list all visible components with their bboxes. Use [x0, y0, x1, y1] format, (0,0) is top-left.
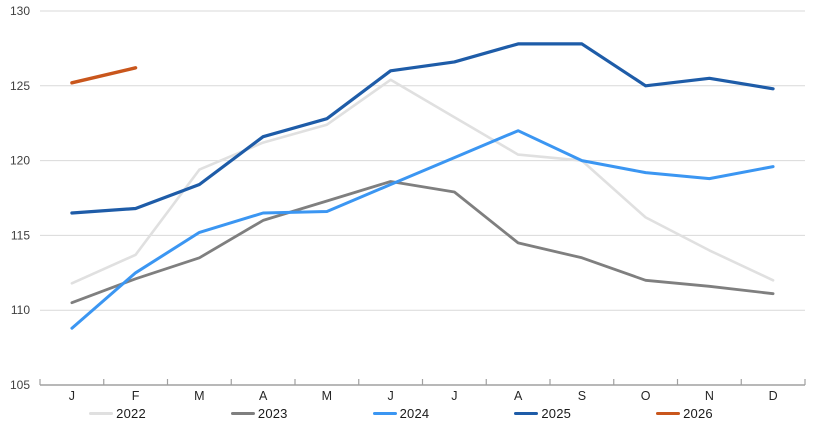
svg-text:N: N	[705, 389, 714, 403]
legend-swatch-2024	[372, 412, 397, 415]
legend-item-2022: 2022	[89, 406, 146, 421]
svg-text:D: D	[769, 389, 778, 403]
svg-text:115: 115	[11, 228, 30, 242]
legend-swatch-2025	[514, 412, 539, 415]
svg-text:J: J	[388, 389, 394, 403]
svg-text:130: 130	[10, 4, 30, 18]
plot-area: 105 110 115 120 125 130 J F M A M J J A S O N D	[10, 4, 806, 403]
chart-legend: 2022 2023 2024 2025 2026	[0, 406, 802, 421]
legend-swatch-2026	[656, 412, 681, 415]
legend-item-2026: 2026	[656, 406, 713, 421]
svg-text:110: 110	[11, 303, 30, 317]
legend-item-2025: 2025	[514, 406, 571, 421]
svg-text:O: O	[641, 389, 651, 403]
legend-swatch-2022	[89, 412, 114, 415]
svg-text:M: M	[322, 389, 332, 403]
svg-text:125: 125	[10, 79, 30, 93]
legend-swatch-2023	[230, 412, 255, 415]
legend-item-2024: 2024	[372, 406, 430, 421]
legend-label-2022: 2022	[116, 406, 146, 421]
svg-text:M: M	[194, 389, 204, 403]
svg-text:J: J	[451, 389, 457, 403]
legend-item-2023: 2023	[230, 406, 288, 421]
svg-text:F: F	[132, 389, 140, 403]
svg-text:120: 120	[10, 154, 30, 168]
legend-label-2024: 2024	[399, 406, 430, 421]
svg-text:J: J	[69, 389, 75, 403]
legend-label-2026: 2026	[683, 406, 713, 421]
legend-label-2025: 2025	[541, 406, 572, 421]
svg-text:105: 105	[10, 378, 30, 392]
legend-label-2023: 2023	[257, 406, 288, 421]
svg-text:A: A	[514, 389, 523, 403]
svg-text:A: A	[259, 389, 268, 403]
svg-text:S: S	[578, 389, 586, 403]
